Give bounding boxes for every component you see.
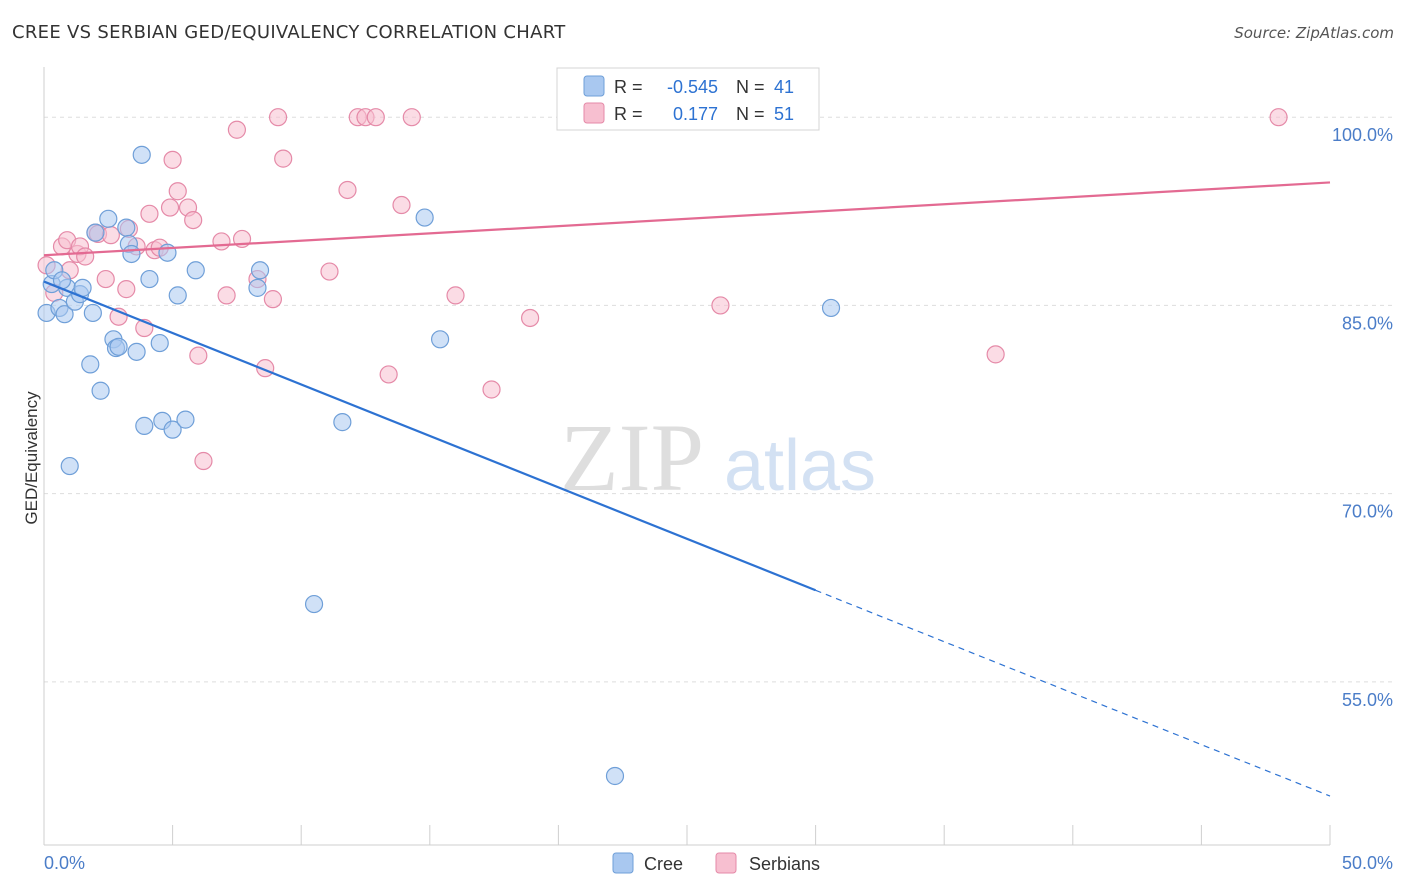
serbians-point <box>184 210 203 230</box>
serbians-point <box>194 451 213 471</box>
cree-point <box>333 413 352 432</box>
x-tick-label: 50.0% <box>1342 853 1393 873</box>
legend-n-label: N = <box>736 104 765 124</box>
serbians-point <box>320 262 339 281</box>
legend-swatch-cree <box>583 75 605 97</box>
legend-n-label: N = <box>736 77 765 97</box>
series-legend-swatch-serbians <box>715 852 737 874</box>
serbians-point <box>986 345 1005 364</box>
serbians-point <box>160 198 180 217</box>
legend-r-value: -0.545 <box>667 77 718 97</box>
cree-point <box>176 410 195 429</box>
serbians-point <box>446 286 465 305</box>
cree-point <box>821 298 841 318</box>
series-legend-label-serbians: Serbians <box>749 854 820 874</box>
serbians-point <box>217 286 236 305</box>
cree-point <box>248 278 267 297</box>
cree-point <box>140 269 159 289</box>
serbians-point <box>101 226 120 245</box>
cree-trend-line <box>43 280 817 592</box>
serbians-point <box>117 280 136 299</box>
cree-point <box>122 244 141 264</box>
cree-point <box>81 355 100 374</box>
y-tick-label: 55.0% <box>1342 690 1393 710</box>
series-legend-label-cree: Cree <box>644 854 683 874</box>
serbians-point <box>338 180 357 200</box>
trend-lines <box>43 181 1331 797</box>
cree-point <box>158 243 177 262</box>
watermark: ZIP atlas <box>560 404 876 511</box>
legend-r-label: R = <box>614 104 643 124</box>
y-tick-label: 70.0% <box>1342 502 1393 522</box>
serbians-point <box>168 182 187 201</box>
cree-point <box>117 218 136 237</box>
y-tick-label: 100.0% <box>1332 125 1393 145</box>
y-axis-label: GED/Equivalency <box>22 391 41 525</box>
serbians-point <box>482 380 501 399</box>
serbians-point <box>96 269 115 289</box>
cree-point <box>415 208 434 227</box>
cree-point <box>127 342 146 361</box>
cree-point <box>605 766 625 786</box>
serbians-point <box>268 108 288 127</box>
cree-point <box>163 420 182 439</box>
axes <box>43 67 1331 846</box>
serbians-point <box>227 120 246 139</box>
y-tick-label: 85.0% <box>1342 313 1393 333</box>
cree-point <box>55 305 74 324</box>
x-tick-label: 0.0% <box>44 853 85 873</box>
cree-point <box>91 381 110 400</box>
serbians-point <box>163 150 182 169</box>
serbians-trend-line <box>43 181 1331 257</box>
cree-point <box>86 223 105 242</box>
cree-point <box>99 209 118 228</box>
cree-point <box>304 594 324 614</box>
cree-point <box>186 261 205 280</box>
serbians-point <box>521 308 540 328</box>
series-legend-swatch-cree <box>612 852 634 874</box>
serbians-point <box>392 195 411 215</box>
source-credit: Source: ZipAtlas.com <box>1234 24 1394 42</box>
serbians-point <box>140 204 159 223</box>
gridlines <box>44 116 1394 683</box>
serbians-point <box>1269 108 1288 127</box>
serbians-point <box>274 149 293 168</box>
cree-point <box>83 303 102 323</box>
cree-point <box>430 330 450 349</box>
series-legend: Cree Serbians <box>612 852 820 874</box>
cree-point <box>132 145 151 164</box>
legend-n-value: 51 <box>774 104 794 124</box>
stats-legend: R = -0.545 N = 41 R = 0.177 N = 51 <box>556 67 820 131</box>
cree-point <box>60 456 79 476</box>
serbians-point <box>711 296 730 315</box>
legend-r-label: R = <box>614 77 643 97</box>
legend-n-value: 41 <box>774 77 794 97</box>
serbians-point <box>379 365 398 384</box>
cree-point <box>109 337 128 356</box>
serbians-point <box>76 247 95 266</box>
cree-trend-extension <box>815 589 1331 797</box>
chart-title: CREE VS SERBIAN GED/EQUIVALENCY CORRELAT… <box>12 22 566 43</box>
watermark-zip: ZIP <box>560 404 704 511</box>
legend-r-value: 0.177 <box>673 104 718 124</box>
cree-point <box>135 416 154 435</box>
serbians-point <box>212 232 231 251</box>
tick-labels: 100.0% 85.0% 70.0% 55.0% 0.0% 50.0% <box>44 125 1393 873</box>
legend-swatch-serbians <box>583 102 605 124</box>
cree-point <box>168 286 187 305</box>
serbians-point <box>366 108 385 127</box>
serbians-point <box>189 346 208 365</box>
cree-point <box>150 333 169 353</box>
cree-point <box>250 261 270 280</box>
serbians-point <box>263 290 283 309</box>
watermark-atlas: atlas <box>724 426 876 506</box>
serbians-point <box>402 108 421 127</box>
